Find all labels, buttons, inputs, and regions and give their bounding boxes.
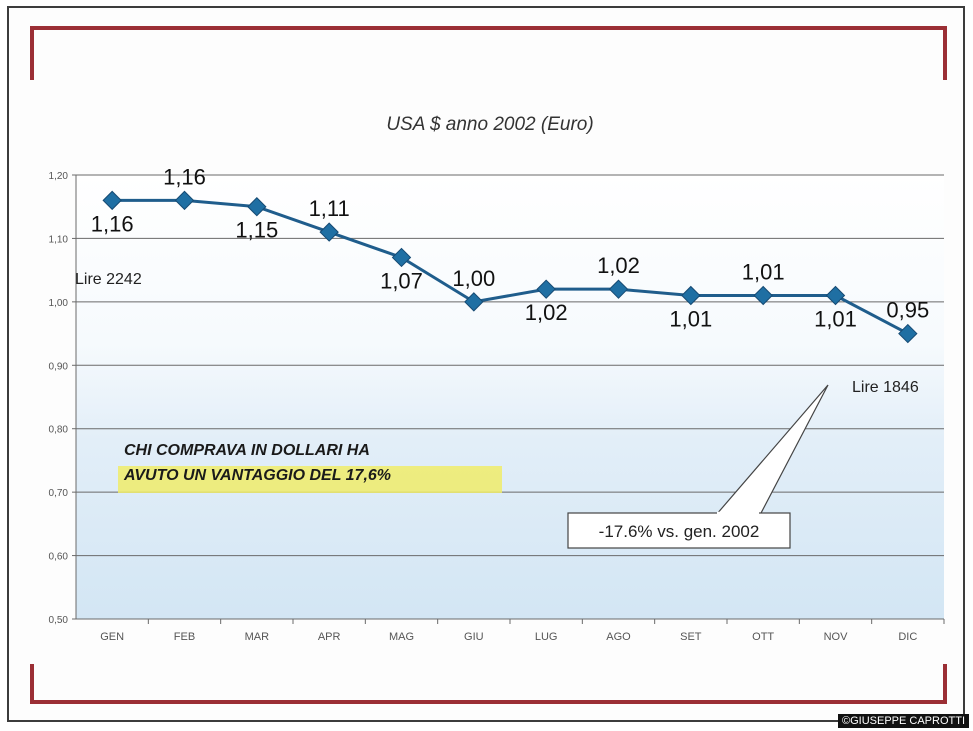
- message-highlight: [118, 466, 502, 493]
- data-label: 0,95: [886, 298, 929, 323]
- bottom-frame-bracket: [30, 664, 947, 704]
- copyright-credit: ©GIUSEPPE CAPROTTI: [837, 714, 969, 728]
- data-point-marker: [464, 292, 484, 312]
- series-line: [112, 198, 909, 335]
- y-tick-label: 0,80: [49, 425, 69, 436]
- data-label: 1,00: [452, 266, 495, 291]
- y-tick-label: 0,70: [49, 488, 69, 499]
- data-label: 1,16: [91, 211, 134, 236]
- callout-text: -17.6% vs. gen. 2002: [599, 522, 760, 541]
- series-markers: [102, 190, 918, 344]
- x-tick-label: MAG: [389, 631, 414, 643]
- x-tick-label: GEN: [100, 631, 124, 643]
- data-label: 1,01: [742, 260, 785, 285]
- end-lire-note: Lire 1846: [852, 379, 919, 396]
- y-tick-label: 1,00: [49, 298, 69, 309]
- data-label: 1,11: [309, 196, 350, 221]
- x-tick-label: LUG: [535, 631, 558, 643]
- data-label: 1,02: [597, 253, 640, 278]
- data-point-marker: [608, 279, 629, 299]
- data-label: 1,07: [380, 268, 423, 293]
- start-lire-note: Lire 2242: [75, 271, 142, 288]
- data-label: 1,02: [525, 300, 568, 325]
- x-tick-label: OTT: [752, 631, 774, 643]
- data-point-marker: [391, 247, 412, 268]
- plot-area: [76, 175, 944, 619]
- x-tick-label: GIU: [464, 631, 484, 643]
- message-line-2: AVUTO UN VANTAGGIO DEL 17,6%: [123, 467, 391, 484]
- data-point-marker: [825, 285, 846, 306]
- x-tick-label: APR: [318, 631, 341, 643]
- top-frame-bracket: [30, 26, 947, 80]
- data-label: 1,01: [814, 307, 857, 332]
- x-tick-label: FEB: [174, 631, 195, 643]
- data-label: 1,01: [669, 307, 712, 332]
- x-axis-ticks: GEN FEB MAR APR MAG GIU LUG AGO SET OTT NOV DIC: [100, 631, 917, 643]
- x-tick-label: SET: [680, 631, 702, 643]
- x-tick-label: DIC: [898, 631, 917, 643]
- x-tick-label: MAR: [245, 631, 270, 643]
- y-tick-label: 1,10: [49, 234, 69, 245]
- data-point-marker: [536, 279, 556, 299]
- y-tick-label: 0,50: [49, 615, 69, 626]
- callout-box: [567, 512, 791, 549]
- data-point-marker: [174, 190, 195, 211]
- message-line-1: CHI COMPRAVA IN DOLLARI HA: [124, 442, 370, 459]
- data-point-marker: [681, 285, 701, 306]
- y-tick-label: 0,90: [49, 361, 69, 372]
- y-tick-label: 0,60: [49, 552, 69, 563]
- data-labels: 1,16 1,16 1,15 1,11 1,07 1,00 1,02 1,02 1,01 1,01…: [91, 164, 929, 331]
- y-tick-label: 1,20: [49, 171, 69, 182]
- y-axis-ticks: 0,50 0,60 0,70 0,80 0,90 1,00 1,10 1,20: [49, 171, 69, 626]
- data-label: 1,15: [235, 218, 278, 243]
- data-label: 1,16: [163, 164, 206, 189]
- x-tick-label: NOV: [824, 631, 849, 643]
- chart-title: USA $ anno 2002 (Euro): [386, 114, 593, 135]
- data-point-marker: [102, 190, 122, 211]
- data-point-marker: [753, 285, 773, 306]
- data-point-marker: [319, 222, 339, 242]
- data-point-marker: [898, 323, 918, 344]
- data-point-marker: [247, 197, 267, 217]
- x-tick-label: AGO: [606, 631, 631, 643]
